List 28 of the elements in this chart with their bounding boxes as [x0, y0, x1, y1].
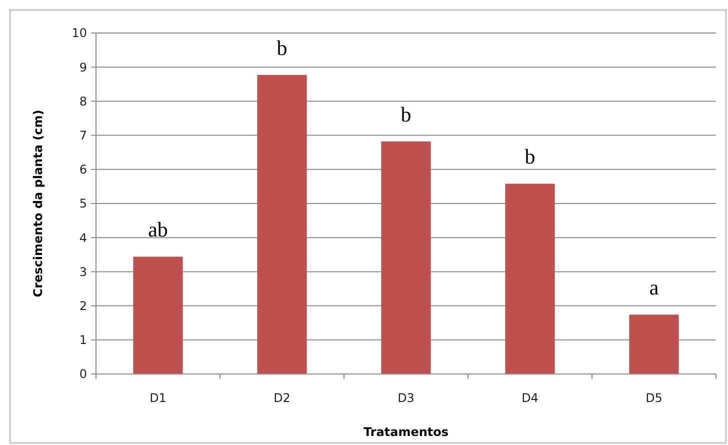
bar [133, 256, 183, 374]
y-tick-label: 5 [79, 196, 87, 211]
annotation: ab [148, 218, 168, 242]
y-tick-label: 7 [79, 128, 87, 142]
y-tick-label: 9 [79, 60, 87, 74]
bar [629, 314, 679, 374]
x-tick-label: D4 [522, 391, 538, 405]
y-tick-label: 1 [79, 333, 87, 348]
y-tick-label: 4 [79, 230, 87, 245]
bar [257, 74, 307, 374]
x-tick-label: D3 [398, 391, 414, 405]
y-tick-label: 8 [79, 94, 87, 108]
y-tick-label: 10 [72, 26, 87, 40]
x-axis-title: Tratamentos [363, 425, 449, 439]
x-tick-label: D1 [150, 391, 166, 405]
y-tick-label: 3 [79, 264, 87, 279]
x-tick-label: D2 [274, 391, 290, 405]
annotation: b [400, 102, 412, 126]
y-axis-title: Crescimento da planta (cm) [31, 110, 45, 298]
annotation: a [649, 276, 660, 300]
annotation: b [276, 36, 288, 60]
annotation: b [524, 144, 536, 169]
y-tick-label: 2 [79, 299, 87, 313]
y-tick-label: 6 [79, 162, 87, 177]
bar [381, 141, 431, 374]
bar [505, 184, 555, 374]
y-tick-label: 0 [79, 367, 87, 382]
x-tick-label: D5 [646, 391, 662, 405]
